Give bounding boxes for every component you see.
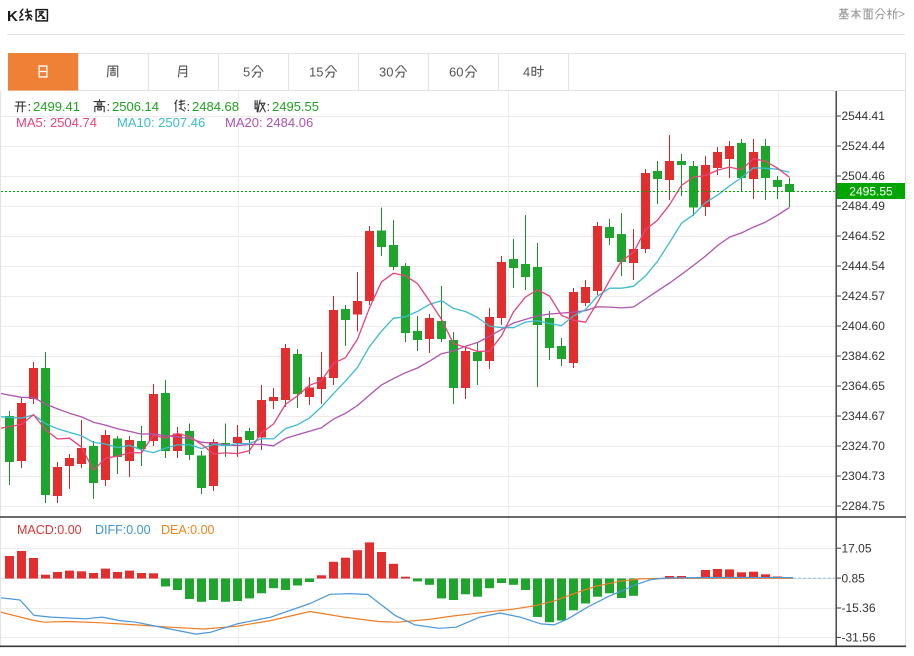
svg-text:2506.14: 2506.14 [112, 99, 159, 114]
svg-text::: : [187, 99, 191, 114]
svg-text:4: 4 [523, 65, 530, 80]
svg-text:MA5: 2504.74: MA5: 2504.74 [16, 115, 97, 130]
svg-text:-15.36: -15.36 [842, 601, 876, 615]
svg-text:2484.68: 2484.68 [192, 99, 239, 114]
svg-text:2304.73: 2304.73 [842, 469, 886, 483]
svg-text::: : [107, 99, 111, 114]
svg-text:2344.67: 2344.67 [842, 409, 886, 423]
svg-text:5: 5 [243, 65, 250, 80]
svg-text:MA20: 2484.06: MA20: 2484.06 [225, 115, 313, 130]
svg-text:-31.56: -31.56 [842, 631, 876, 645]
svg-text:2404.60: 2404.60 [842, 319, 886, 333]
svg-text:2284.75: 2284.75 [842, 499, 886, 513]
svg-text:2495.55: 2495.55 [849, 184, 893, 198]
svg-text:2499.41: 2499.41 [33, 99, 80, 114]
svg-text:17.05: 17.05 [842, 541, 872, 555]
svg-text:2384.62: 2384.62 [842, 349, 886, 363]
svg-text:MACD:0.00: MACD:0.00 [17, 523, 82, 537]
svg-text:2524.44: 2524.44 [842, 139, 886, 153]
svg-text:30: 30 [379, 65, 393, 80]
svg-text:2504.46: 2504.46 [842, 169, 886, 183]
svg-text:MA10: 2507.46: MA10: 2507.46 [117, 115, 205, 130]
svg-text:2444.54: 2444.54 [842, 259, 886, 273]
svg-text:2364.65: 2364.65 [842, 379, 886, 393]
svg-text:2424.57: 2424.57 [842, 289, 886, 303]
svg-text:2495.55: 2495.55 [272, 99, 319, 114]
svg-text:K: K [7, 8, 18, 25]
svg-text:2544.41: 2544.41 [842, 109, 886, 123]
svg-text:2324.70: 2324.70 [842, 439, 886, 453]
svg-text:60: 60 [449, 65, 463, 80]
svg-text:15: 15 [309, 65, 323, 80]
svg-text:0.85: 0.85 [842, 571, 866, 585]
svg-text:>: > [898, 7, 905, 21]
svg-text::: : [28, 99, 32, 114]
svg-text:2464.52: 2464.52 [842, 229, 886, 243]
svg-text:2484.49: 2484.49 [842, 199, 886, 213]
svg-text:DIFF:0.00: DIFF:0.00 [95, 523, 151, 537]
svg-text::: : [267, 99, 271, 114]
svg-text:DEA:0.00: DEA:0.00 [161, 523, 215, 537]
